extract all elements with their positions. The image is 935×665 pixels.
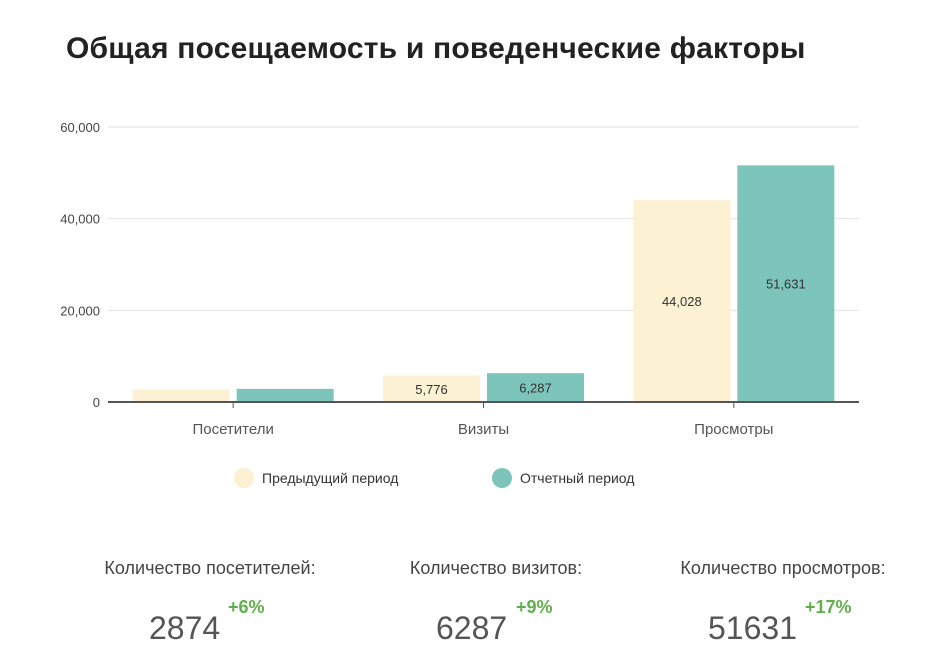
legend-label: Отчетный период bbox=[520, 470, 634, 486]
bar-current bbox=[737, 165, 835, 402]
stat-visitors: Количество посетителей: 2874 +6% bbox=[80, 558, 340, 647]
bar-chart: 0 20,000 40,000 60,000 Посетители 5,776 6,287 В… bbox=[60, 120, 859, 488]
legend-swatch bbox=[492, 468, 512, 488]
stat-label: Количество визитов: bbox=[409, 558, 583, 578]
bar-previous bbox=[132, 389, 230, 402]
stat-value: 6287 bbox=[436, 610, 508, 646]
x-tick-label: Визиты bbox=[458, 421, 509, 438]
bar-previous bbox=[633, 200, 731, 402]
bar-current bbox=[236, 388, 334, 402]
stat-value: 2874 bbox=[149, 610, 221, 646]
stat-views: Количество просмотров: 51631 +17% bbox=[653, 558, 913, 647]
data-label: 51,631 bbox=[766, 277, 806, 292]
chart-title: Общая посещаемость и поведенческие факто… bbox=[66, 32, 806, 65]
x-tick-label: Просмотры bbox=[694, 421, 773, 438]
legend-label: Предыдущий период bbox=[262, 470, 398, 486]
bar-current bbox=[487, 373, 584, 402]
bar-previous bbox=[383, 375, 480, 402]
y-tick-label: 20,000 bbox=[60, 303, 100, 318]
x-tick-label: Посетители bbox=[192, 421, 273, 438]
stat-delta: +6% bbox=[228, 597, 265, 617]
stat-label: Количество просмотров: bbox=[680, 558, 886, 578]
data-label: 44,028 bbox=[662, 294, 702, 309]
stat-label: Количество посетителей: bbox=[104, 558, 316, 578]
stat-delta: +9% bbox=[516, 597, 553, 617]
data-label: 5,776 bbox=[415, 382, 448, 397]
data-label: 6,287 bbox=[519, 381, 552, 396]
y-tick-label: 0 bbox=[93, 395, 100, 410]
stat-value: 51631 bbox=[708, 610, 797, 646]
y-tick-label: 60,000 bbox=[60, 120, 100, 135]
legend-swatch bbox=[234, 468, 254, 488]
y-tick-label: 40,000 bbox=[60, 212, 100, 227]
stat-delta: +17% bbox=[805, 597, 852, 617]
stat-visits: Количество визитов: 6287 +9% bbox=[366, 558, 626, 647]
